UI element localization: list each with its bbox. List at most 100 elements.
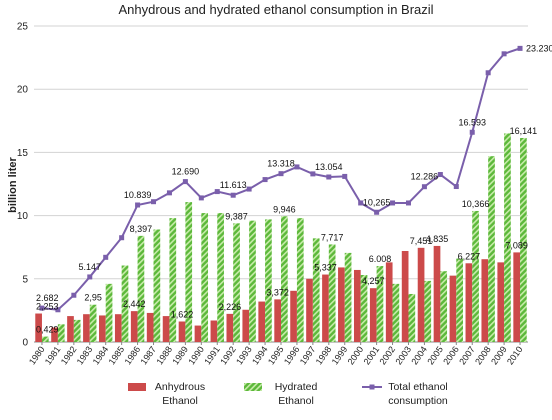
hydrated-bar xyxy=(520,137,527,342)
total-point xyxy=(198,195,204,201)
total-point xyxy=(469,129,475,135)
anhydrous-bar xyxy=(226,313,234,342)
anhydrous-bar xyxy=(338,267,345,342)
total-point xyxy=(453,184,459,190)
total-point xyxy=(342,173,348,179)
hydrated-bar xyxy=(440,271,448,342)
hydrated-bar xyxy=(201,213,209,342)
data-label: 2,442 xyxy=(123,299,146,309)
anhydrous-bar xyxy=(162,316,170,342)
hydrated-bar xyxy=(73,319,81,342)
anhydrous-bar xyxy=(322,274,329,342)
x-tick-label: 2010 xyxy=(505,344,525,366)
data-label: 0,429 xyxy=(36,325,59,335)
total-point xyxy=(151,199,157,205)
data-label: 8,397 xyxy=(130,224,153,234)
data-label: 2,226 xyxy=(219,302,242,312)
data-label: 5.147 xyxy=(79,262,102,272)
total-point xyxy=(310,171,316,177)
data-label: 7,451 xyxy=(410,236,433,246)
total-point xyxy=(262,177,268,183)
hydrated-bar xyxy=(121,265,129,342)
hydrated-bar xyxy=(41,336,49,342)
hydrated-bar xyxy=(153,229,161,342)
chart-title: Anhydrous and hydrated ethanol consumpti… xyxy=(118,2,433,17)
y-axis-label: billion liter xyxy=(7,156,19,212)
hydrated-bar xyxy=(424,280,432,342)
legend-swatch-anhydrous xyxy=(128,383,146,391)
data-label: 5,337 xyxy=(314,263,337,273)
hydrated-bar xyxy=(360,275,368,342)
data-label: 13.054 xyxy=(315,162,343,172)
anhydrous-bar xyxy=(35,313,42,342)
legend-label: Hydrated xyxy=(275,381,318,393)
hydrated-bar xyxy=(169,218,177,342)
hydrated-bar xyxy=(408,293,416,342)
anhydrous-bar xyxy=(67,316,74,342)
anhydrous-bar xyxy=(99,315,106,342)
data-label: 6,227 xyxy=(458,251,481,261)
x-tick-label: 1996 xyxy=(282,344,302,366)
data-label: 7,717 xyxy=(321,232,344,242)
x-tick-label: 2007 xyxy=(457,344,477,366)
x-tick-label: 2001 xyxy=(362,344,382,366)
total-point xyxy=(485,70,491,76)
x-tick-label: 1990 xyxy=(186,344,206,366)
x-tick-label: 1999 xyxy=(330,344,350,366)
x-tick-label: 2003 xyxy=(393,344,413,366)
hydrated-bar xyxy=(137,235,145,342)
total-point xyxy=(182,179,188,185)
data-label: 23.230 xyxy=(526,43,552,53)
hydrated-bar xyxy=(472,210,479,342)
hydrated-bar xyxy=(392,283,400,342)
total-point xyxy=(421,184,427,190)
hydrated-bar xyxy=(105,283,113,342)
anhydrous-bar xyxy=(274,299,281,342)
anhydrous-bar xyxy=(114,314,122,342)
data-label: 13.318 xyxy=(267,159,295,169)
x-tick-label: 1980 xyxy=(27,344,47,366)
x-tick-label: 1984 xyxy=(91,344,111,366)
x-tick-label: 1998 xyxy=(314,344,334,366)
anhydrous-bar xyxy=(83,314,90,342)
y-tick-label: 25 xyxy=(17,22,29,33)
anhydrous-bar xyxy=(433,245,441,342)
total-point xyxy=(437,172,443,178)
x-tick-label: 1981 xyxy=(43,344,63,366)
hydrated-bar xyxy=(217,213,224,342)
legend-label: consumption xyxy=(388,395,448,407)
x-tick-label: 1988 xyxy=(154,344,174,366)
total-point xyxy=(214,189,220,195)
total-point xyxy=(374,209,380,215)
data-label: 9,387 xyxy=(225,211,248,221)
total-point xyxy=(517,45,523,51)
anhydrous-bar xyxy=(51,327,58,342)
legend: Anhydrous Ethanol Hydrated Ethanol Total eth… xyxy=(128,381,448,407)
anhydrous-bar xyxy=(497,262,505,342)
data-label: 6.008 xyxy=(369,254,392,264)
x-tick-label: 2004 xyxy=(409,344,429,366)
data-label: 16,141 xyxy=(510,126,538,136)
hydrated-bar xyxy=(185,202,193,342)
data-labels: 2,253 0,429 2,95 2,442 1,622 2,226 3,372 5,337 4… xyxy=(36,43,552,334)
data-label: 16.593 xyxy=(458,117,486,127)
x-tick-label: 2008 xyxy=(473,344,493,366)
anhydrous-bar xyxy=(401,250,409,342)
x-tick-label: 1991 xyxy=(202,344,222,366)
hydrated-bar xyxy=(89,304,97,342)
hydrated-bar xyxy=(265,219,272,342)
total-point xyxy=(135,202,141,208)
x-tick-label: 1992 xyxy=(218,344,238,366)
total-point xyxy=(405,200,411,206)
y-tick-label: 10 xyxy=(17,211,29,222)
anhydrous-bar xyxy=(210,320,218,342)
anhydrous-bar xyxy=(194,325,202,342)
hydrated-bar xyxy=(281,216,288,342)
x-tick-label: 2006 xyxy=(441,344,461,366)
data-label: 4,257 xyxy=(362,276,385,286)
hydrated-bar xyxy=(296,218,304,342)
x-tick-label: 2000 xyxy=(346,344,366,366)
anhydrous-bar xyxy=(481,259,489,342)
data-label: 4,835 xyxy=(426,234,449,244)
